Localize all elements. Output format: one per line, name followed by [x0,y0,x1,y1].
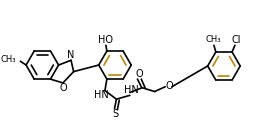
Text: O: O [59,83,67,93]
Text: HO: HO [98,36,113,45]
Text: CH₃: CH₃ [205,35,221,44]
Text: HN: HN [94,90,109,100]
Text: HN: HN [124,85,139,95]
Text: CH₃: CH₃ [0,55,16,64]
Text: O: O [165,81,173,91]
Text: O: O [136,69,143,79]
Text: N: N [67,50,75,60]
Text: S: S [113,109,119,119]
Text: Cl: Cl [231,34,241,44]
